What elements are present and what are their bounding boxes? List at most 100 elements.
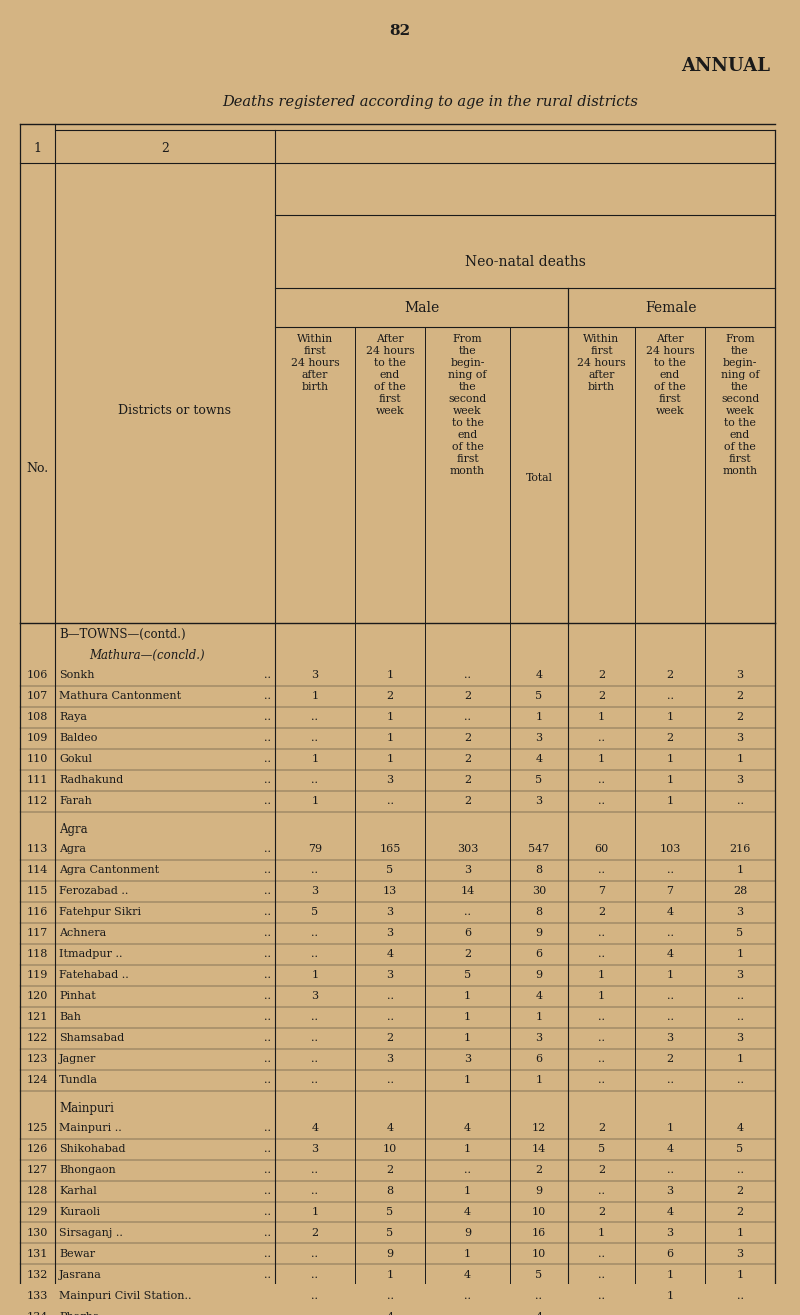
Text: 4: 4 [311, 1123, 318, 1134]
Text: ..: .. [311, 1186, 318, 1197]
Text: 2: 2 [598, 1123, 605, 1134]
Text: 3: 3 [737, 1034, 743, 1043]
Text: ..: .. [737, 1076, 743, 1085]
Text: ..: .. [311, 1291, 318, 1301]
Text: Fatehpur Sikri: Fatehpur Sikri [59, 907, 141, 918]
Text: 2: 2 [161, 142, 169, 155]
Text: 6: 6 [464, 928, 471, 938]
Text: 2: 2 [737, 1186, 743, 1197]
Text: Bah: Bah [59, 1013, 81, 1022]
Text: 216: 216 [730, 844, 750, 855]
Text: Shamsabad: Shamsabad [59, 1034, 124, 1043]
Text: 3: 3 [737, 970, 743, 980]
Text: 14: 14 [460, 886, 474, 897]
Text: After
24 hours
to the
end
of the
first
week: After 24 hours to the end of the first w… [366, 334, 414, 416]
Text: Pinhat: Pinhat [59, 992, 96, 1001]
Text: Baldeo: Baldeo [59, 734, 98, 743]
Text: 30: 30 [532, 886, 546, 897]
Text: 1: 1 [737, 755, 743, 764]
Text: 2: 2 [598, 671, 605, 680]
Text: ANNUAL: ANNUAL [681, 58, 770, 75]
Text: 1: 1 [535, 713, 542, 722]
Text: No.: No. [26, 462, 49, 475]
Text: ..: .. [264, 970, 271, 980]
Text: 109: 109 [27, 734, 48, 743]
Text: Mainpuri Civil Station..: Mainpuri Civil Station.. [59, 1291, 191, 1301]
Text: 547: 547 [528, 844, 550, 855]
Text: 9: 9 [535, 1186, 542, 1197]
Text: 1: 1 [737, 1270, 743, 1279]
Text: 2: 2 [535, 1165, 542, 1176]
Text: 1: 1 [737, 865, 743, 876]
Text: Deaths registered according to age in the rural districts: Deaths registered according to age in th… [222, 95, 638, 109]
Text: 1: 1 [311, 755, 318, 764]
Text: 7: 7 [598, 886, 605, 897]
Text: 1: 1 [598, 755, 605, 764]
Text: Mainpuri ..: Mainpuri .. [59, 1123, 122, 1134]
Text: 8: 8 [535, 907, 542, 918]
Text: 5: 5 [386, 865, 394, 876]
Text: 2: 2 [737, 692, 743, 701]
Text: 4: 4 [737, 1123, 743, 1134]
Text: 1: 1 [386, 713, 394, 722]
Text: 1: 1 [386, 734, 394, 743]
Text: 3: 3 [386, 1055, 394, 1064]
Text: ..: .. [598, 1270, 605, 1279]
Text: 4: 4 [535, 1312, 542, 1315]
Text: 4: 4 [464, 1207, 471, 1216]
Text: 3: 3 [386, 970, 394, 980]
Text: Male: Male [404, 301, 439, 314]
Text: ..: .. [311, 1034, 318, 1043]
Text: 2: 2 [464, 776, 471, 785]
Text: ..: .. [264, 734, 271, 743]
Text: 124: 124 [27, 1076, 48, 1085]
Text: ..: .. [464, 1165, 471, 1176]
Text: 119: 119 [27, 970, 48, 980]
Text: 2: 2 [311, 1228, 318, 1237]
Text: ..: .. [264, 1249, 271, 1258]
Text: 3: 3 [666, 1034, 674, 1043]
Text: ..: .. [386, 1291, 394, 1301]
Text: ..: .. [598, 1055, 605, 1064]
Text: Jagner: Jagner [59, 1055, 96, 1064]
Text: Bewar: Bewar [59, 1249, 95, 1258]
Text: 5: 5 [598, 1144, 605, 1155]
Text: Agra: Agra [59, 844, 86, 855]
Text: 82: 82 [390, 24, 410, 38]
Text: ..: .. [666, 928, 674, 938]
Text: 120: 120 [27, 992, 48, 1001]
Text: 1: 1 [464, 1013, 471, 1022]
Text: ..: .. [311, 734, 318, 743]
Text: 5: 5 [535, 692, 542, 701]
Text: 129: 129 [27, 1207, 48, 1216]
Text: Total: Total [526, 473, 553, 484]
Text: 116: 116 [27, 907, 48, 918]
Text: ..: .. [464, 1291, 471, 1301]
Text: ..: .. [311, 1165, 318, 1176]
Text: ..: .. [264, 992, 271, 1001]
Text: ..: .. [264, 886, 271, 897]
Text: 3: 3 [311, 1144, 318, 1155]
Text: 128: 128 [27, 1186, 48, 1197]
Text: ..: .. [386, 1076, 394, 1085]
Text: 5: 5 [737, 1144, 743, 1155]
Text: 103: 103 [659, 844, 681, 855]
Text: ..: .. [666, 1165, 674, 1176]
Text: 126: 126 [27, 1144, 48, 1155]
Text: ..: .. [598, 776, 605, 785]
Text: 10: 10 [532, 1207, 546, 1216]
Text: Farah: Farah [59, 797, 92, 806]
Text: 3: 3 [737, 734, 743, 743]
Text: 121: 121 [27, 1013, 48, 1022]
Text: Gokul: Gokul [59, 755, 92, 764]
Text: 2: 2 [386, 1165, 394, 1176]
Text: 2: 2 [386, 692, 394, 701]
Text: 2: 2 [386, 1034, 394, 1043]
Text: 1: 1 [464, 1034, 471, 1043]
Text: Ferozabad ..: Ferozabad .. [59, 886, 128, 897]
Text: ..: .. [311, 949, 318, 959]
Text: 3: 3 [386, 776, 394, 785]
Text: 1: 1 [666, 1270, 674, 1279]
Text: 1: 1 [464, 1186, 471, 1197]
Text: Bhongaon: Bhongaon [59, 1165, 116, 1176]
